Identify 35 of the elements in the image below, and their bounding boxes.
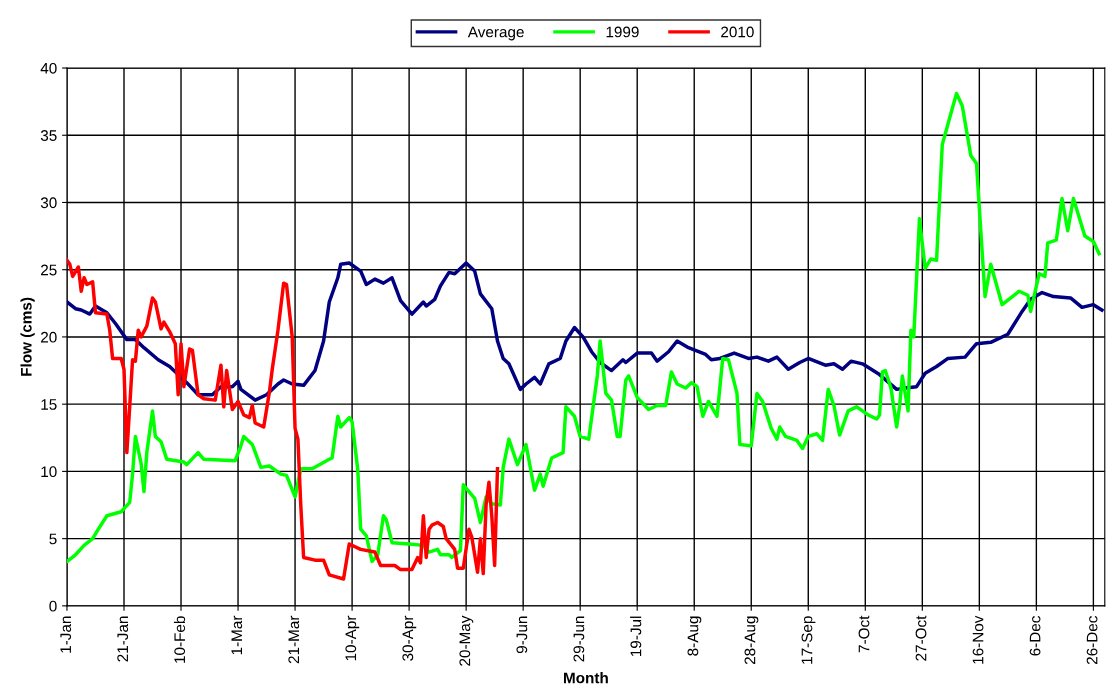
- x-tick-label: 9-Jun: [516, 616, 528, 654]
- x-tick-label: 30-Apr: [402, 615, 417, 661]
- x-tick-label: 1-Jan: [60, 616, 72, 653]
- x-tick-label: 19-Jul: [630, 616, 642, 657]
- x-tick-label: 17-Sep: [801, 616, 816, 664]
- legend-label: Average: [467, 26, 524, 41]
- y-tick-label: 30: [40, 197, 57, 209]
- x-tick-label: 10-Apr: [345, 615, 360, 661]
- legend-label: 1999: [606, 26, 639, 38]
- y-tick-label: 10: [41, 466, 57, 478]
- x-tick-label: 29-Jun: [573, 616, 585, 662]
- x-tick-label: 21-Jan: [117, 616, 129, 662]
- x-tick-label: 28-Aug: [744, 616, 759, 665]
- y-tick-label: 35: [40, 130, 57, 141]
- x-tick-label: 10-Feb: [173, 616, 186, 663]
- x-axis-title: Month: [564, 672, 608, 684]
- line-series: [66, 258, 500, 581]
- x-tick-label: 27-Oct: [915, 615, 927, 661]
- y-axis-title: Flow (cms): [20, 297, 35, 376]
- x-tick-label: 20-May: [459, 615, 474, 666]
- x-tick-label: 6-Dec: [1029, 615, 1041, 656]
- y-tick-label: 40: [40, 62, 57, 74]
- y-tick-label: 15: [41, 399, 57, 410]
- legend-label: 2010: [721, 26, 754, 38]
- x-tick-label: 26-Dec: [1086, 615, 1098, 665]
- y-tick-label: 25: [41, 264, 57, 276]
- x-tick-label: 1-Mar: [231, 615, 243, 655]
- x-tick-label: 8-Aug: [687, 616, 702, 656]
- x-tick-label: 16-Nov: [972, 615, 984, 664]
- line-series: [66, 91, 1101, 564]
- x-tick-label: 21-Mar: [288, 615, 300, 664]
- y-tick-label: 20: [41, 331, 57, 343]
- x-tick-label: 7-Oct: [858, 615, 870, 653]
- y-tick-label: 5: [49, 533, 57, 545]
- y-tick-label: 0: [49, 600, 57, 612]
